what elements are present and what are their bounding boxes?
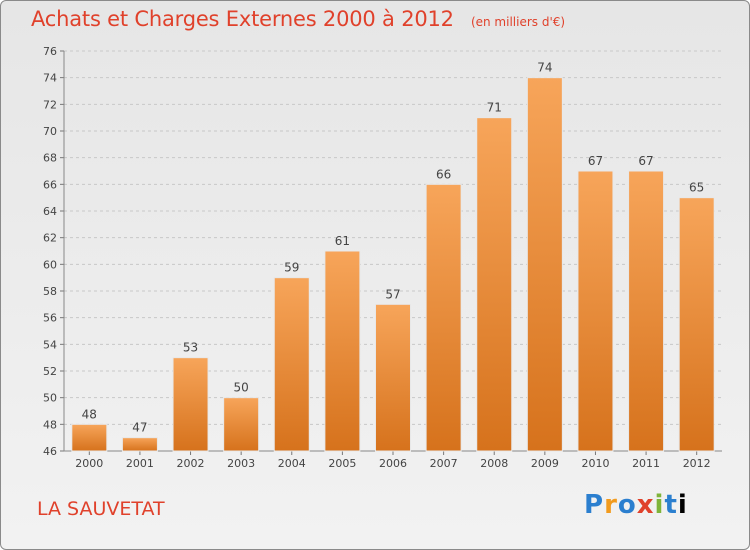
- chart-subtitle: (en milliers d'€): [470, 15, 566, 29]
- y-tick-label: 54: [43, 338, 57, 351]
- data-labels: 48 47 53 50 59 61 57 66 71 74 67 67 65: [82, 61, 705, 435]
- y-tick-label: 72: [43, 98, 57, 111]
- bars: [71, 77, 715, 452]
- x-tick-label: 2008: [480, 457, 508, 470]
- y-tick-label: 56: [43, 312, 57, 325]
- y-tick-label: 64: [43, 205, 57, 218]
- x-tick-label: 2006: [379, 457, 407, 470]
- bar-value-label: 61: [335, 234, 350, 248]
- bar-value-label: 59: [284, 261, 299, 275]
- chart-title: Achats et Charges Externes 2000 à 2012: [31, 7, 454, 31]
- bar: [121, 437, 158, 452]
- x-tick-label: 2005: [328, 457, 356, 470]
- bar: [273, 277, 310, 452]
- bar-value-label: 47: [132, 421, 147, 435]
- bar-value-label: 67: [638, 154, 653, 168]
- bar: [577, 170, 614, 452]
- y-tick-label: 62: [43, 232, 57, 245]
- bar-value-label: 71: [487, 101, 502, 115]
- bar: [476, 117, 513, 452]
- bar-value-label: 53: [183, 341, 198, 355]
- bar: [172, 357, 209, 452]
- proxiti-logo[interactable]: Proxiti: [584, 490, 688, 520]
- bar: [425, 183, 462, 452]
- x-tick-label: 2011: [632, 457, 660, 470]
- y-tick-label: 70: [43, 125, 57, 138]
- bar: [324, 250, 361, 452]
- y-tick-label: 76: [43, 45, 57, 58]
- chart-header: Achats et Charges Externes 2000 à 2012 (…: [31, 7, 565, 31]
- bar-value-label: 48: [82, 407, 97, 421]
- bar-value-label: 50: [234, 381, 249, 395]
- y-tick-label: 66: [43, 178, 57, 191]
- y-tick-label: 48: [43, 418, 57, 431]
- bar: [375, 303, 411, 452]
- logo-letter: i: [677, 490, 688, 520]
- y-tick-label: 58: [43, 285, 57, 298]
- logo-letter: P: [584, 490, 605, 520]
- logo-letter: i: [654, 490, 665, 520]
- x-tick-label: 2010: [581, 457, 609, 470]
- x-tick-label: 2007: [430, 457, 458, 470]
- logo-letter: x: [636, 490, 655, 520]
- y-tick-label: 50: [43, 392, 57, 405]
- logo-letter: t: [664, 490, 678, 520]
- bar: [526, 77, 563, 452]
- y-tick-label: 74: [43, 72, 57, 85]
- bar: [223, 397, 260, 452]
- bar: [628, 170, 665, 452]
- logo-letter: o: [617, 490, 637, 520]
- x-tick-label: 2000: [75, 457, 103, 470]
- bar-value-label: 74: [537, 61, 552, 75]
- y-tick-label: 68: [43, 152, 57, 165]
- bar-value-label: 67: [588, 154, 603, 168]
- logo-letter: r: [604, 490, 618, 520]
- x-tick-label: 2004: [278, 457, 306, 470]
- bar-value-label: 65: [689, 181, 704, 195]
- bar: [678, 197, 715, 452]
- x-tick-label: 2002: [177, 457, 205, 470]
- x-tick-label: 2003: [227, 457, 255, 470]
- y-tick-label: 60: [43, 258, 57, 271]
- commune-name: LA SAUVETAT: [37, 498, 165, 520]
- bar-value-label: 57: [385, 287, 400, 301]
- bar: [71, 423, 108, 452]
- x-tick-label: 2001: [126, 457, 154, 470]
- bar-value-label: 66: [436, 167, 451, 181]
- x-tick-label: 2012: [683, 457, 711, 470]
- y-tick-label: 46: [43, 445, 57, 458]
- y-tick-label: 52: [43, 365, 57, 378]
- x-tick-label: 2009: [531, 457, 559, 470]
